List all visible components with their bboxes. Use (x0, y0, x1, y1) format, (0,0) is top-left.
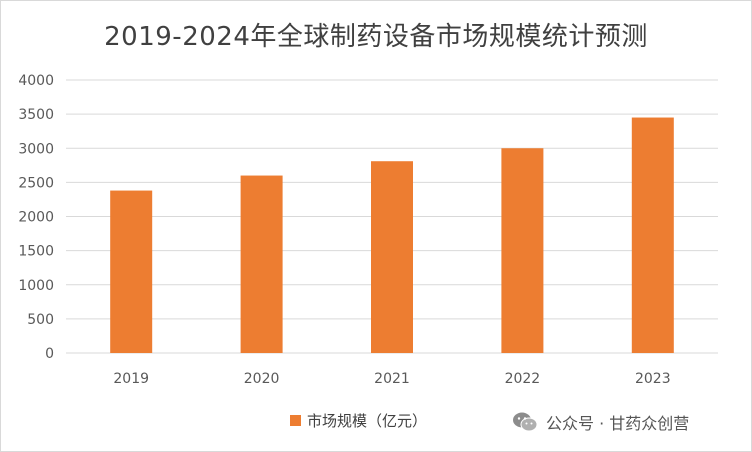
y-tick-label: 0 (45, 346, 54, 362)
bar-2020 (240, 175, 283, 353)
bar-2021 (371, 161, 413, 353)
y-tick-label: 2500 (18, 175, 54, 191)
x-tick-label: 2020 (244, 371, 280, 387)
watermark-text: 公众号 · 甘药众创营 (546, 414, 690, 433)
x-tick-label: 2021 (374, 371, 410, 387)
x-tick-label: 2019 (113, 371, 149, 387)
x-tick-label: 2022 (505, 371, 541, 387)
legend: 市场规模（亿元） (290, 410, 427, 431)
y-tick-label: 500 (27, 312, 54, 328)
legend-swatch (290, 415, 301, 426)
wechat-icon (513, 412, 538, 432)
chart-title: 2019-2024年全球制药设备市场规模统计预测 (104, 22, 648, 52)
x-tick-label: 2023 (635, 371, 671, 387)
y-tick-label: 1500 (18, 244, 54, 260)
y-axis-ticks: 0 500 1000 1500 2000 2500 3000 3500 4000 (18, 73, 54, 362)
legend-label: 市场规模（亿元） (307, 412, 428, 430)
bar-2019 (110, 190, 153, 353)
bar-2022 (501, 148, 544, 353)
y-tick-label: 3000 (18, 141, 54, 157)
y-tick-label: 1000 (18, 278, 54, 294)
y-tick-label: 3500 (18, 107, 54, 123)
y-tick-label: 4000 (18, 73, 54, 89)
watermark: 公众号 · 甘药众创营 (512, 410, 689, 434)
y-tick-label: 2000 (18, 210, 54, 226)
x-axis-ticks: 2019 2020 2021 2022 2023 (113, 371, 670, 387)
bar-2023 (631, 117, 674, 353)
bar-series (110, 117, 674, 353)
